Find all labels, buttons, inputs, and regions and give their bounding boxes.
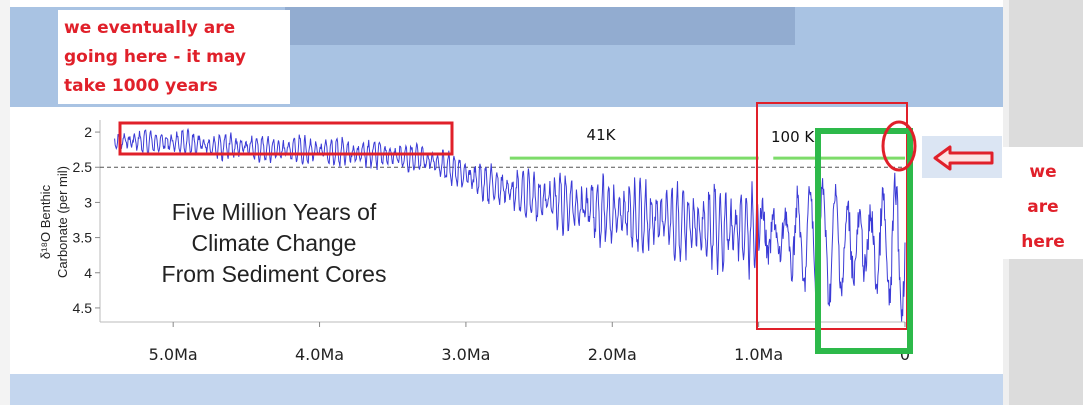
top-note-line-2: going here - it may: [64, 47, 246, 67]
right-annotation-note: we are here: [1003, 147, 1083, 259]
circle-marker-red: [881, 120, 917, 172]
top-annotation-note: we eventually are going here - it may ta…: [58, 10, 290, 104]
y-tick-label-1: 2.5: [73, 159, 93, 175]
right-note-line-3: here: [1021, 232, 1065, 252]
chart-title-line-2: Climate Change: [192, 230, 357, 256]
y-tick-label-0: 2: [84, 124, 92, 140]
right-note-line-2: are: [1027, 197, 1059, 217]
series-line-d18o: [114, 127, 906, 322]
top-note-line-3: take 1000 years: [64, 76, 218, 96]
top-note-line-1: we eventually are: [64, 18, 236, 38]
x-tick-label-5: 0: [900, 345, 910, 364]
x-tick-label-3: 2.0Ma: [588, 345, 637, 364]
arrow-left-icon: [933, 145, 994, 171]
bottom-blue-band: [10, 374, 1005, 405]
x-tick-label-0: 5.0Ma: [149, 345, 198, 364]
x-tick-label-4: 1.0Ma: [734, 345, 783, 364]
y-axis-label-line-2: Carbonate (per mil): [55, 166, 70, 278]
label-41k: 41K: [587, 126, 617, 144]
y-tick-label-4: 4: [84, 265, 92, 281]
chart-title-line-3: From Sediment Cores: [162, 261, 387, 287]
y-tick-label-3: 3.5: [73, 230, 93, 246]
right-note-line-1: we: [1029, 162, 1057, 182]
x-axis-ticks: 5.0Ma 4.0Ma 3.0Ma 2.0Ma 1.0Ma 0: [149, 322, 910, 364]
top-dark-strip: [285, 7, 795, 45]
x-tick-label-2: 3.0Ma: [441, 345, 490, 364]
left-edge: [0, 0, 10, 405]
highlight-box-red-top: [118, 121, 454, 156]
y-tick-label-5: 4.5: [73, 300, 93, 316]
label-100k: 100 K: [771, 128, 815, 146]
y-tick-label-2: 3: [84, 194, 92, 210]
chart-title-line-1: Five Million Years of: [172, 199, 377, 225]
y-axis-label-line-1: δ¹⁸O Benthic: [38, 184, 53, 259]
x-tick-label-1: 4.0Ma: [295, 345, 344, 364]
y-axis-ticks: 2 2.5 3 3.5 4 4.5: [73, 124, 100, 316]
highlight-box-green: [815, 128, 913, 354]
